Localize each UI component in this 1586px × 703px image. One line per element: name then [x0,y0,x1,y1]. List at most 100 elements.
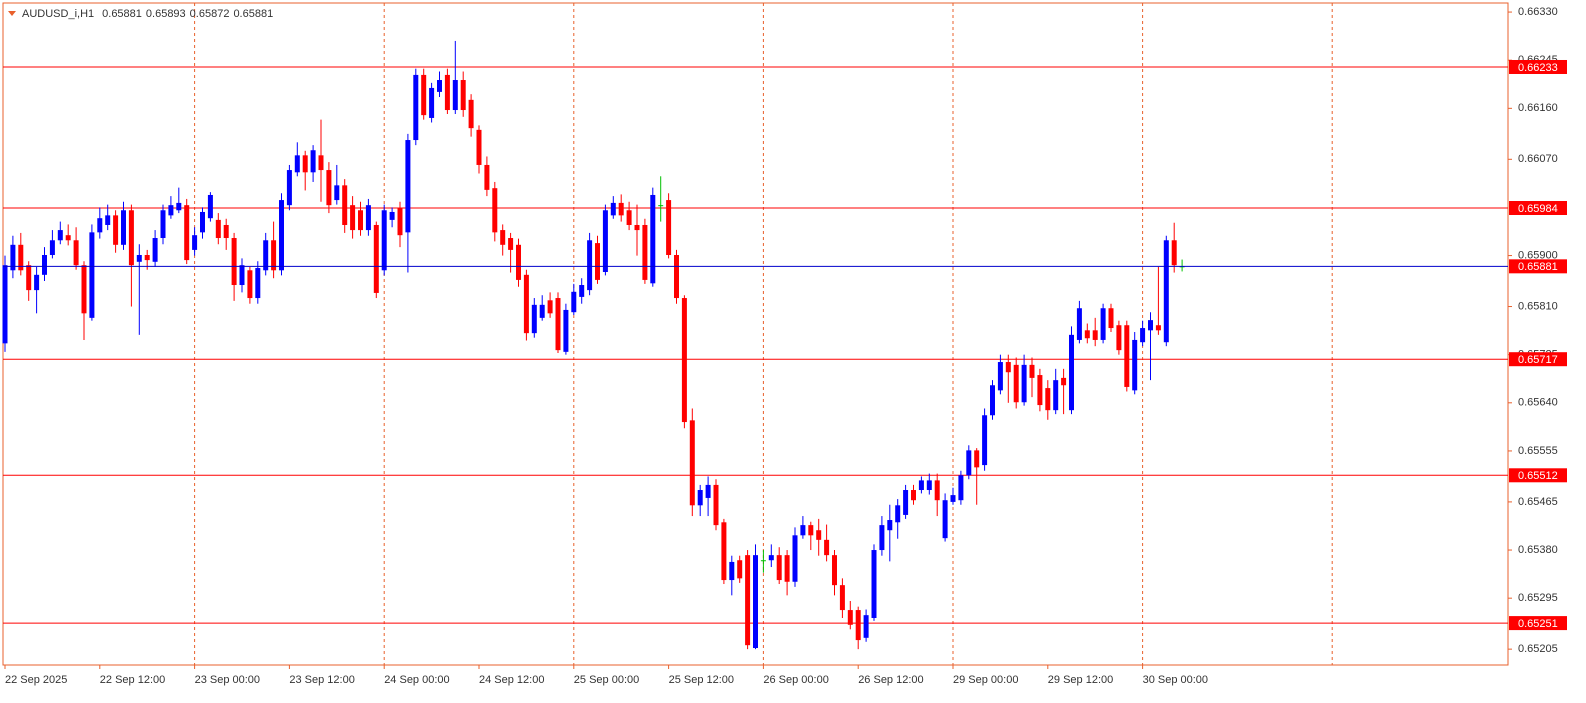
candle-body [523,274,529,334]
candle-body [279,200,284,271]
close: 0.65881 [233,8,273,20]
price-box-label: 0.65512 [1518,470,1558,482]
candle-body [42,255,47,275]
candle-body [531,304,537,334]
candle-body [207,194,213,219]
candle-body [271,240,277,271]
candle-body [816,530,822,540]
candle-body [358,210,363,231]
candle-body [1163,240,1169,343]
candle-body [239,265,245,286]
candle-body [642,224,648,280]
candle-body [381,210,387,271]
candle-body [1013,364,1019,403]
candle-body [89,232,95,318]
candle-body [729,561,735,581]
y-tick-label: 0.66330 [1518,6,1558,18]
candle-body [1037,375,1043,406]
candle-body [634,224,640,231]
candle-body [508,238,514,250]
candle-body [1069,334,1074,411]
candle-body [555,298,561,351]
candle-body [1076,308,1082,340]
y-tick-label: 0.65810 [1518,300,1558,312]
x-tick-label: 30 Sep 00:00 [1143,674,1208,686]
y-tick-label: 0.65555 [1518,445,1558,457]
candle-body [713,484,719,526]
candle-body [753,555,758,649]
y-tick-label: 0.65380 [1518,544,1558,556]
candle-body [808,525,814,536]
candle-body [342,185,348,225]
candle-body [373,224,379,293]
candle-body [579,285,585,297]
y-tick-label: 0.66070 [1518,153,1558,165]
candle-body [10,244,16,271]
candle-body [263,240,269,271]
candle-body [437,80,442,92]
x-tick-label: 29 Sep 00:00 [953,674,1018,686]
candle-body [926,480,932,491]
candle-body [903,490,909,515]
candle-body [65,235,71,241]
candle-body [792,535,798,582]
candle-body [492,188,498,233]
candle-body [121,210,126,245]
candle-body [871,550,877,618]
candle-body [326,170,332,206]
candle-body [113,215,119,245]
y-tick-label: 0.66160 [1518,102,1558,114]
candle-body [1061,377,1067,386]
candle-body [974,450,980,468]
candle-body [539,304,545,318]
candle-body [160,210,166,239]
candle-body [310,150,316,173]
candle-body [144,255,150,261]
candle-body [681,298,687,423]
candle-body [602,210,608,272]
candle-body [294,155,300,173]
x-tick-label: 22 Sep 12:00 [100,674,165,686]
candle-body [73,240,79,266]
candle-body [982,415,988,466]
candle-body [721,522,727,581]
x-tick-label: 25 Sep 00:00 [574,674,639,686]
price-box-label: 0.66233 [1518,62,1558,74]
candle-body [942,500,948,539]
candle-body [1045,388,1051,411]
candle-body [57,230,63,241]
candle-body [192,235,198,250]
candle-body [334,185,340,201]
price-axis: 0.663300.662450.661600.660700.659000.658… [1508,6,1567,655]
candle-body [832,555,837,586]
candle-body [697,490,703,506]
candle-body [658,205,664,207]
price-box-label: 0.65984 [1518,203,1558,215]
candle-body [737,560,743,579]
candle-body [1053,380,1059,411]
candle-body [302,155,308,173]
candle-body [476,129,482,165]
candle-body [911,490,916,501]
x-tick-label: 23 Sep 12:00 [289,674,354,686]
candle-body [152,238,158,262]
candle-body [887,520,893,531]
price-box [1509,616,1567,631]
candle-body [895,505,901,523]
candle-body [666,200,672,256]
candle-body [215,219,221,239]
candle-body [516,244,521,280]
candle-body [1116,325,1122,351]
candle-body [958,475,964,501]
candle-body [760,560,766,562]
candle-body [128,210,134,266]
candle-body [879,525,885,551]
candle-body [184,205,190,261]
candle-body [97,218,103,233]
candle-body [460,80,466,111]
open: 0.65881 [102,8,142,20]
candle-body [223,224,229,239]
menu-triangle [8,11,16,16]
